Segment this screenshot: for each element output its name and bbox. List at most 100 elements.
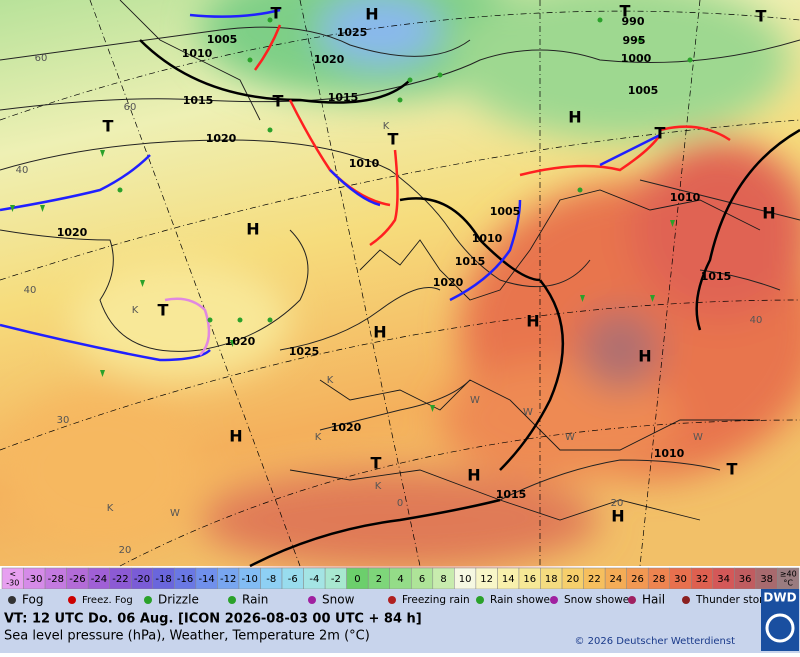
latitude-label: 0 xyxy=(397,498,403,509)
scale-label: 28 xyxy=(653,574,666,585)
graticule xyxy=(0,0,800,567)
isobar-label: 1020 xyxy=(57,226,88,239)
symbol-icon xyxy=(628,596,636,604)
symbol-icon xyxy=(308,596,316,604)
scale-label: 4 xyxy=(397,574,403,585)
scale-label: 12 xyxy=(480,574,493,585)
symbol-label: Snow shower xyxy=(564,594,634,606)
isobar-label: 1020 xyxy=(433,276,464,289)
scale-label: -22 xyxy=(112,574,128,585)
legend-panel xyxy=(0,589,800,653)
scale-label: 38 xyxy=(760,574,773,585)
air-mass-label: K xyxy=(383,121,390,132)
symbol-icon xyxy=(8,596,16,604)
symbol-icon xyxy=(388,596,396,604)
isobar-label: 1020 xyxy=(331,421,362,434)
latitude-label: 60 xyxy=(35,53,48,64)
symbol-icon xyxy=(68,596,76,604)
scale-label: -30 xyxy=(26,574,42,585)
scale-label: °C xyxy=(783,579,793,588)
symbol-label: Rain xyxy=(242,593,268,607)
scale-label: 26 xyxy=(631,574,644,585)
scale-label: -6 xyxy=(288,574,298,585)
isobar-label: 1020 xyxy=(225,335,256,348)
troughs xyxy=(139,39,800,568)
scale-label: 16 xyxy=(523,574,536,585)
isobar-label: 1025 xyxy=(337,26,368,39)
isobar-label: 1015 xyxy=(496,488,527,501)
scale-label: -30 xyxy=(6,579,19,588)
pressure-center: T xyxy=(271,4,282,23)
isobar-label: 1015 xyxy=(183,94,214,107)
symbol-label: Freez. Fog xyxy=(82,595,133,606)
scale-label: ≥40 xyxy=(780,570,797,579)
symbol-label: Snow xyxy=(322,593,355,607)
scale-label: -12 xyxy=(220,574,236,585)
air-mass-label: W xyxy=(565,432,575,443)
pressure-center: T xyxy=(371,454,382,473)
scale-label: 14 xyxy=(502,574,515,585)
scale-label: -2 xyxy=(331,574,341,585)
scale-label: -10 xyxy=(242,574,258,585)
description: Sea level pressure (hPa), Weather, Tempe… xyxy=(4,629,370,644)
pressure-center: T xyxy=(158,301,169,320)
isobars xyxy=(0,26,800,501)
symbol-icon xyxy=(476,596,484,604)
symbol-legend: Fog Freez. Fog Drizzle Rain Snow Freezing rai… xyxy=(8,593,774,607)
scale-label: 6 xyxy=(419,574,425,585)
isobar-label: 1000 xyxy=(621,52,652,65)
scale-label: -4 xyxy=(309,574,319,585)
dwd-logo-mark xyxy=(765,613,795,643)
fronts xyxy=(0,8,731,362)
pressure-center: H xyxy=(229,427,242,446)
scale-label: 0 xyxy=(354,574,360,585)
scale-label: -8 xyxy=(266,574,276,585)
symbol-icon xyxy=(682,596,690,604)
pressure-center: T xyxy=(273,92,284,111)
dwd-logo-text: DWD xyxy=(763,591,796,605)
scale-label: 30 xyxy=(674,574,687,585)
isobar-label: 1020 xyxy=(314,53,345,66)
air-mass-label: K xyxy=(315,432,322,443)
isobar-label: 1005 xyxy=(490,205,521,218)
pressure-center: H xyxy=(762,204,775,223)
pressure-center: T xyxy=(620,2,631,21)
isobar-label: 1025 xyxy=(289,345,320,358)
isobar-label: 1010 xyxy=(654,447,685,460)
scale-label: 32 xyxy=(696,574,709,585)
air-mass-label: W xyxy=(523,407,533,418)
isobar-label: 995 xyxy=(623,34,646,47)
symbol-label: Freezing rain xyxy=(402,594,470,606)
latitude-label: 60 xyxy=(124,102,137,113)
isobar-label: 990 xyxy=(622,15,645,28)
air-mass-label: W xyxy=(170,508,180,519)
scale-label: 20 xyxy=(566,574,579,585)
pressure-center: H xyxy=(365,5,378,24)
scale-label: 36 xyxy=(739,574,752,585)
air-mass-label: K xyxy=(107,503,114,514)
scale-label: < xyxy=(9,570,16,579)
symbol-label: Thunder storm xyxy=(695,594,774,606)
scale-label: -14 xyxy=(198,574,214,585)
latitude-label: 40 xyxy=(24,285,37,296)
isobar-label: 1010 xyxy=(472,232,503,245)
air-mass-label: W xyxy=(693,432,703,443)
air-mass-label: K xyxy=(132,305,139,316)
scale-label: -16 xyxy=(177,574,193,585)
pressure-center: H xyxy=(246,220,259,239)
coastlines xyxy=(119,0,761,521)
pressure-center: H xyxy=(373,323,386,342)
scale-label: 2 xyxy=(376,574,382,585)
isobar-label: 1015 xyxy=(328,91,359,104)
scale-label: 18 xyxy=(545,574,558,585)
isobar-label: 1015 xyxy=(701,270,732,283)
pressure-center: H xyxy=(467,466,480,485)
weather-symbols xyxy=(10,17,693,412)
symbol-icon xyxy=(550,596,558,604)
isobar-label: 1010 xyxy=(349,157,380,170)
scale-label: -20 xyxy=(134,574,150,585)
pressure-center: H xyxy=(638,347,651,366)
